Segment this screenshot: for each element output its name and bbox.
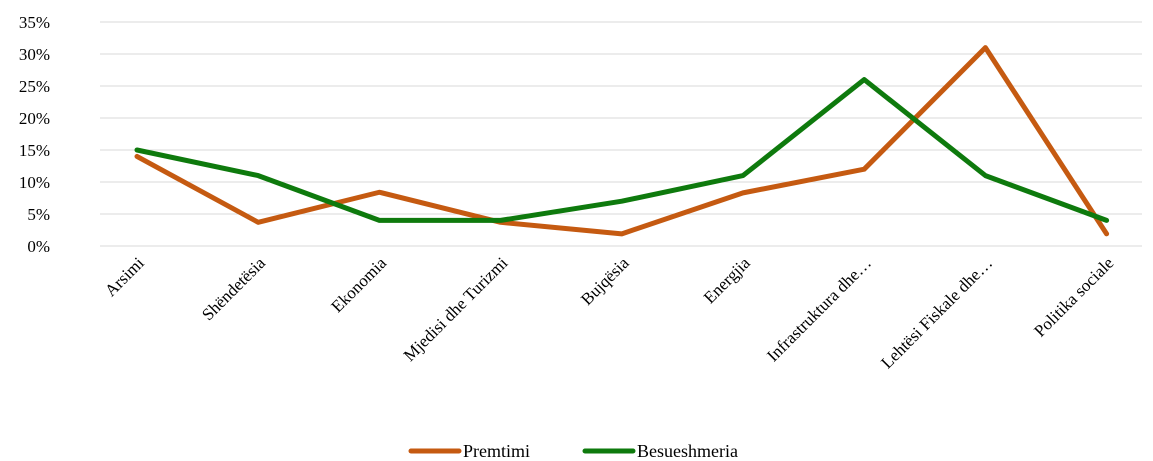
x-category-label: Mjedisi dhe Turizmi bbox=[400, 253, 512, 365]
series-lines bbox=[134, 45, 1110, 237]
legend: Premtimi Besueshmeria bbox=[408, 441, 738, 461]
y-tick-label: 5% bbox=[27, 205, 50, 224]
y-tick-label: 10% bbox=[19, 173, 50, 192]
series-line-premtimi bbox=[134, 45, 1110, 237]
y-tick-label: 30% bbox=[19, 45, 50, 64]
x-category-label: Infrastruktura dhe… bbox=[763, 253, 875, 365]
legend-label: Besueshmeria bbox=[637, 441, 738, 461]
x-category-label: Lehtësi Fiskale dhe… bbox=[877, 253, 996, 372]
x-category-label: Bujqësia bbox=[577, 253, 633, 309]
y-tick-label: 15% bbox=[19, 141, 50, 160]
y-axis-tick-labels: 0% 5% 10% 15% 20% 25% 30% 35% bbox=[19, 13, 50, 256]
y-tick-label: 0% bbox=[27, 237, 50, 256]
x-axis-category-labels: Arsimi Shëndetësia Ekonomia Mjedisi dhe Tur… bbox=[101, 253, 1117, 372]
series-line-besueshmeria bbox=[134, 77, 1110, 223]
y-tick-label: 25% bbox=[19, 77, 50, 96]
legend-label: Premtimi bbox=[463, 441, 530, 461]
gridlines bbox=[100, 21, 1142, 247]
y-tick-label: 20% bbox=[19, 109, 50, 128]
x-category-label: Ekonomia bbox=[327, 253, 390, 316]
x-category-label: Energjia bbox=[700, 253, 754, 307]
x-category-label: Shëndetësia bbox=[198, 253, 269, 324]
x-category-label: Politika sociale bbox=[1030, 253, 1117, 340]
y-tick-label: 35% bbox=[19, 13, 50, 32]
x-category-label: Arsimi bbox=[101, 253, 148, 300]
